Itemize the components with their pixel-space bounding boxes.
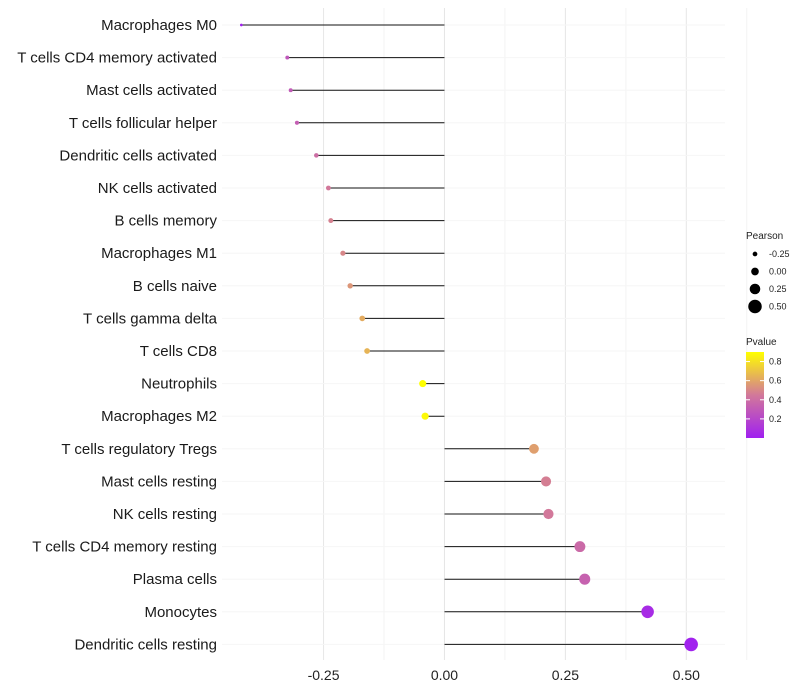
x-tick-label: 0.25 <box>552 667 579 683</box>
data-point <box>419 380 427 388</box>
legend-size-label: 0.50 <box>769 302 787 312</box>
category-label: NK cells resting <box>113 506 217 523</box>
data-point <box>340 250 346 256</box>
category-label: Dendritic cells resting <box>74 636 217 653</box>
category-label: T cells CD8 <box>140 343 217 360</box>
legend-size-key <box>752 251 758 257</box>
legend-size-label: 0.00 <box>769 267 787 277</box>
category-labels: Macrophages M0 T cells CD4 memory activat… <box>17 17 217 653</box>
data-point <box>239 23 243 27</box>
data-point <box>641 605 654 619</box>
category-label: Monocytes <box>144 604 217 621</box>
data-point <box>421 412 429 420</box>
data-point <box>540 476 552 487</box>
category-label: T cells CD4 memory resting <box>32 539 217 556</box>
data-point <box>328 218 334 224</box>
legend-size-key <box>749 283 761 295</box>
category-label: B cells naive <box>133 278 217 295</box>
category-label: T cells follicular helper <box>69 115 217 132</box>
category-label: Dendritic cells activated <box>59 147 217 164</box>
category-label: T cells CD4 memory activated <box>17 50 217 67</box>
x-axis-ticks: -0.25 0.00 0.25 0.50 <box>308 667 701 683</box>
data-point <box>529 443 539 454</box>
legend-pvalue-colorbar <box>746 352 764 438</box>
x-tick-label: 0.00 <box>431 667 458 683</box>
x-tick-label: -0.25 <box>308 667 340 683</box>
data-point <box>314 153 319 158</box>
category-label: B cells memory <box>114 213 217 230</box>
stems <box>241 24 692 645</box>
category-label: Macrophages M1 <box>101 245 217 262</box>
legend-size-label: -0.25 <box>769 249 790 259</box>
data-point <box>574 541 586 553</box>
legend-pvalue-title: Pvalue <box>746 337 777 348</box>
x-tick-label: 0.50 <box>673 667 700 683</box>
category-label: Macrophages M0 <box>101 17 217 34</box>
legend-pvalue-label: 0.2 <box>769 414 782 424</box>
legend-pvalue: Pvalue 0.8 0.6 0.4 0.2 <box>746 337 782 438</box>
category-label: T cells gamma delta <box>83 310 218 327</box>
legend-size-label: 0.25 <box>769 284 787 294</box>
data-point <box>285 55 290 60</box>
legend-size-key <box>748 299 762 314</box>
legend-pvalue-label: 0.4 <box>769 395 782 405</box>
legend-size-key <box>751 267 759 276</box>
data-point <box>325 185 331 191</box>
category-label: Macrophages M2 <box>101 408 217 425</box>
data-point <box>543 508 554 520</box>
category-label: Neutrophils <box>141 376 217 393</box>
data-point <box>347 283 353 289</box>
category-label: Plasma cells <box>133 571 217 588</box>
data-point <box>288 88 293 93</box>
category-label: Mast cells activated <box>86 82 217 99</box>
data-point <box>684 637 698 652</box>
data-point <box>364 348 370 354</box>
points <box>239 23 698 652</box>
grid-lines <box>222 8 748 660</box>
legend-pvalue-label: 0.6 <box>769 376 782 386</box>
data-point <box>294 120 300 125</box>
data-point <box>579 573 591 585</box>
category-label: Mast cells resting <box>101 473 217 490</box>
category-label: NK cells activated <box>98 180 217 197</box>
legend-pvalue-label: 0.8 <box>769 357 782 367</box>
legend-pearson-title: Pearson <box>746 231 783 242</box>
category-label: T cells regulatory Tregs <box>61 441 217 458</box>
legend-pearson: Pearson -0.25 0.00 0.25 0.50 <box>746 231 790 314</box>
data-point <box>359 315 366 322</box>
